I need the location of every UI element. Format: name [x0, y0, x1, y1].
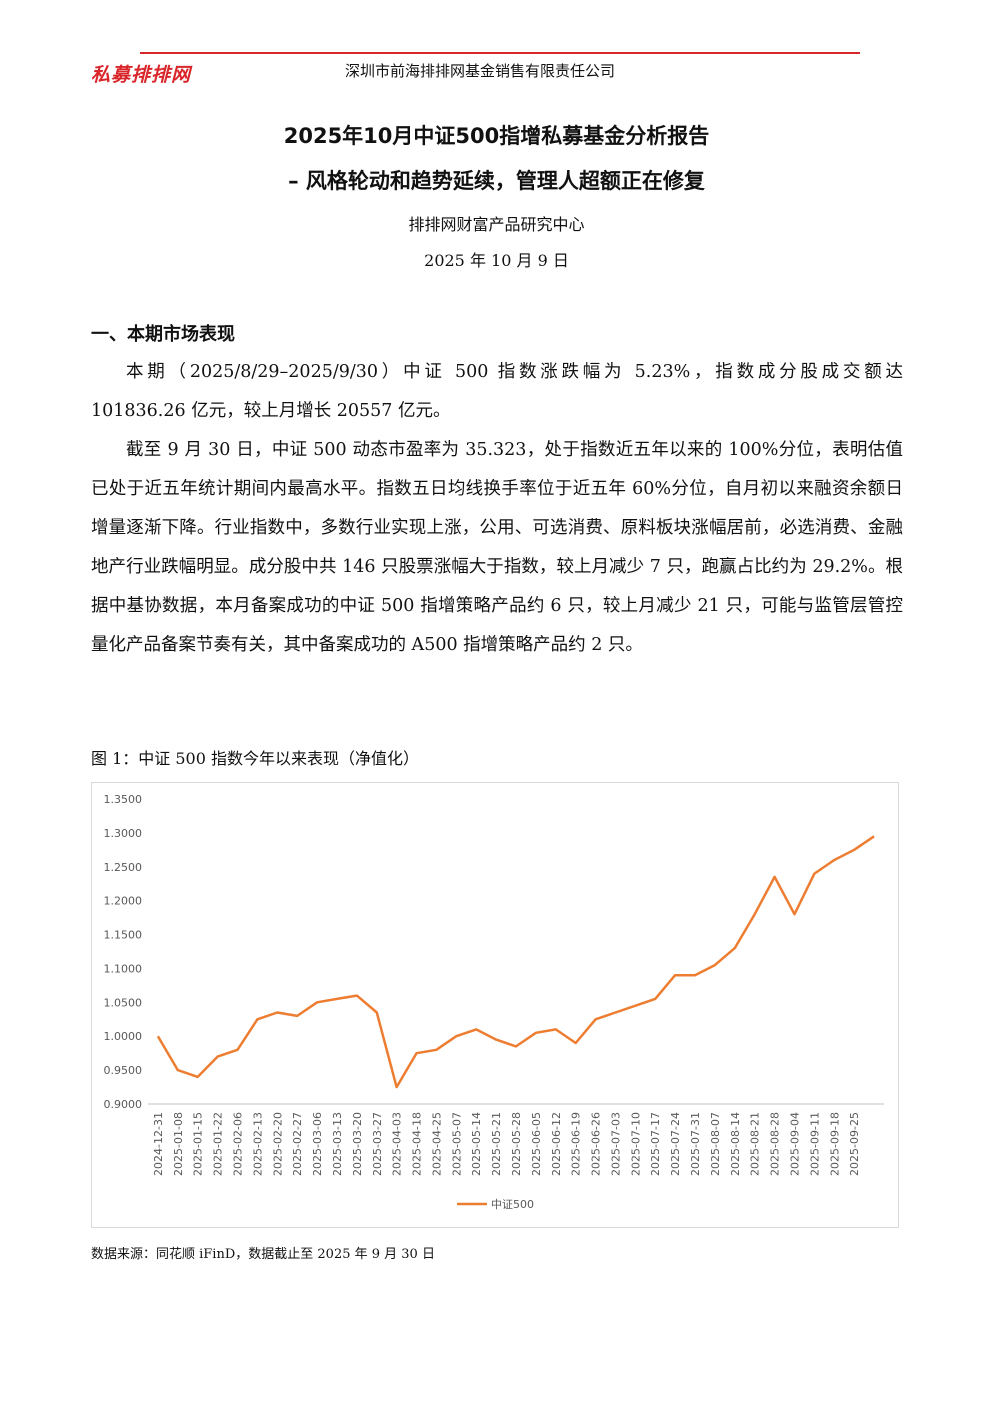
x-tick-label: 2025-01-22: [212, 1112, 225, 1176]
x-tick-label: 2025-08-21: [749, 1112, 762, 1176]
x-tick-label: 2025-04-25: [430, 1112, 443, 1176]
x-tick-label: 2025-09-18: [828, 1112, 841, 1176]
x-tick-label: 2025-06-19: [570, 1112, 583, 1176]
x-tick-label: 2025-07-10: [629, 1112, 642, 1176]
x-tick-label: 2025-06-05: [530, 1112, 543, 1176]
y-tick-label: 1.1500: [104, 929, 143, 942]
date: 2025 年 10 月 9 日: [424, 251, 569, 270]
y-tick-label: 1.1000: [104, 962, 143, 975]
y-tick-label: 1.0000: [104, 1030, 143, 1043]
x-tick-label: 2025-08-07: [709, 1112, 722, 1176]
section-body: 本期（2025/8/29–2025/9/30）中证 500 指数涨跌幅为 5.2…: [91, 353, 903, 665]
section-heading: 一、本期市场表现: [91, 324, 235, 345]
chart: 0.9000 0.9500 1.0000 1.0500 1.1000 1.1500 1.20…: [104, 793, 884, 1211]
x-tick-label: 2025-01-08: [172, 1112, 185, 1176]
x-tick-label: 2025-05-21: [490, 1112, 503, 1176]
organization: 排排网财富产品研究中心: [408, 215, 585, 234]
x-tick-label: 2025-07-24: [669, 1112, 682, 1176]
subtitle: – 风格轮动和趋势延续，管理人超额正在修复: [288, 169, 705, 193]
x-tick-label: 2025-04-18: [411, 1112, 424, 1176]
y-tick-label: 1.2500: [104, 861, 143, 874]
paragraph: 本期（2025/8/29–2025/9/30）中证 500 指数涨跌幅为 5.2…: [91, 362, 903, 421]
x-tick-label: 2025-03-06: [311, 1112, 324, 1176]
x-tick-label: 2025-05-28: [510, 1112, 523, 1176]
source-note: 数据来源：同花顺 iFinD，数据截止至 2025 年 9 月 30 日: [91, 1247, 435, 1262]
y-tick-label: 1.3000: [104, 827, 143, 840]
x-tick-label: 2025-06-12: [550, 1112, 563, 1176]
x-tick-label: 2025-02-06: [232, 1112, 245, 1176]
x-tick-label: 2025-01-15: [192, 1112, 205, 1176]
x-tick-label: 2025-03-27: [371, 1112, 384, 1176]
data-line: [156, 835, 875, 1089]
legend-label: 中证500: [491, 1198, 534, 1211]
figure-caption: 图 1：中证 500 指数今年以来表现（净值化）: [91, 749, 419, 768]
x-tick-label: 2025-04-03: [391, 1112, 404, 1176]
y-tick-label: 1.2000: [104, 895, 143, 908]
y-tick-label: 0.9000: [104, 1098, 143, 1111]
x-tick-label: 2024-12-31: [152, 1112, 165, 1176]
x-tick-label: 2025-09-04: [788, 1112, 801, 1176]
x-tick-label: 2025-08-28: [769, 1112, 782, 1176]
x-tick-label: 2025-08-14: [729, 1112, 742, 1176]
paragraph: 截至 9 月 30 日，中证 500 动态市盈率为 35.323，处于指数近五年…: [91, 440, 903, 655]
x-tick-label: 2025-02-13: [251, 1112, 264, 1176]
x-tick-label: 2025-07-03: [609, 1112, 622, 1176]
x-tick-label: 2025-09-11: [808, 1112, 821, 1176]
x-tick-label: 2025-02-20: [271, 1112, 284, 1176]
chart-frame: 0.9000 0.9500 1.0000 1.0500 1.1000 1.1500 1.20…: [91, 782, 899, 1228]
x-tick-label: 2025-03-13: [331, 1112, 344, 1176]
y-tick-label: 0.9500: [104, 1064, 143, 1077]
x-tick-label: 2025-03-20: [351, 1112, 364, 1176]
header-rule: [140, 52, 860, 54]
x-tick-label: 2025-05-14: [470, 1112, 483, 1176]
x-tick-label: 2025-02-27: [291, 1112, 304, 1176]
title: 2025年10月中证500指增私募基金分析报告: [283, 124, 710, 148]
y-tick-label: 1.0500: [104, 996, 143, 1009]
company-name: 深圳市前海排排网基金销售有限责任公司: [344, 62, 615, 80]
x-tick-label: 2025-06-26: [590, 1112, 603, 1176]
x-tick-label: 2025-07-31: [689, 1112, 702, 1176]
y-tick-label: 1.3500: [104, 793, 143, 806]
logo: 私募排排网: [91, 64, 192, 86]
x-tick-label: 2025-05-07: [450, 1112, 463, 1176]
x-tick-label: 2025-09-25: [848, 1112, 861, 1176]
x-tick-label: 2025-07-17: [649, 1112, 662, 1176]
